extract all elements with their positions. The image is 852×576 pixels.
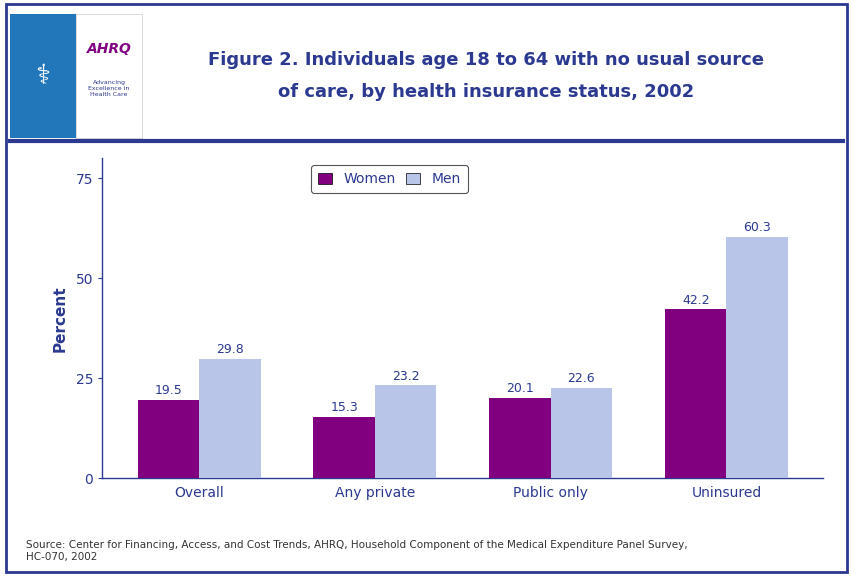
Bar [374,385,436,478]
Text: ⚕: ⚕ [36,62,50,90]
Bar [726,237,787,478]
Text: Source: Center for Financing, Access, and Cost Trends, AHRQ, Household Component: Source: Center for Financing, Access, an… [26,540,687,562]
Text: of care, by health insurance status, 2002: of care, by health insurance status, 200… [278,83,694,101]
Y-axis label: Percent: Percent [53,285,67,351]
Text: 29.8: 29.8 [216,343,244,356]
Bar [199,359,260,478]
Bar [550,388,612,478]
Bar [137,400,199,478]
Text: 23.2: 23.2 [391,370,419,382]
Text: 60.3: 60.3 [742,221,770,234]
Text: AHRQ: AHRQ [87,42,131,56]
Bar [665,309,726,478]
Text: Figure 2. Individuals age 18 to 64 with no usual source: Figure 2. Individuals age 18 to 64 with … [208,51,763,70]
Text: Advancing
Excellence in
Health Care: Advancing Excellence in Health Care [89,80,130,97]
Legend: Women, Men: Women, Men [311,165,467,193]
Text: 42.2: 42.2 [681,294,709,306]
Text: 15.3: 15.3 [330,401,358,414]
Bar [313,417,374,478]
Text: 22.6: 22.6 [567,372,595,385]
Text: 19.5: 19.5 [154,384,182,397]
Text: 20.1: 20.1 [505,382,533,395]
Bar [488,398,550,478]
